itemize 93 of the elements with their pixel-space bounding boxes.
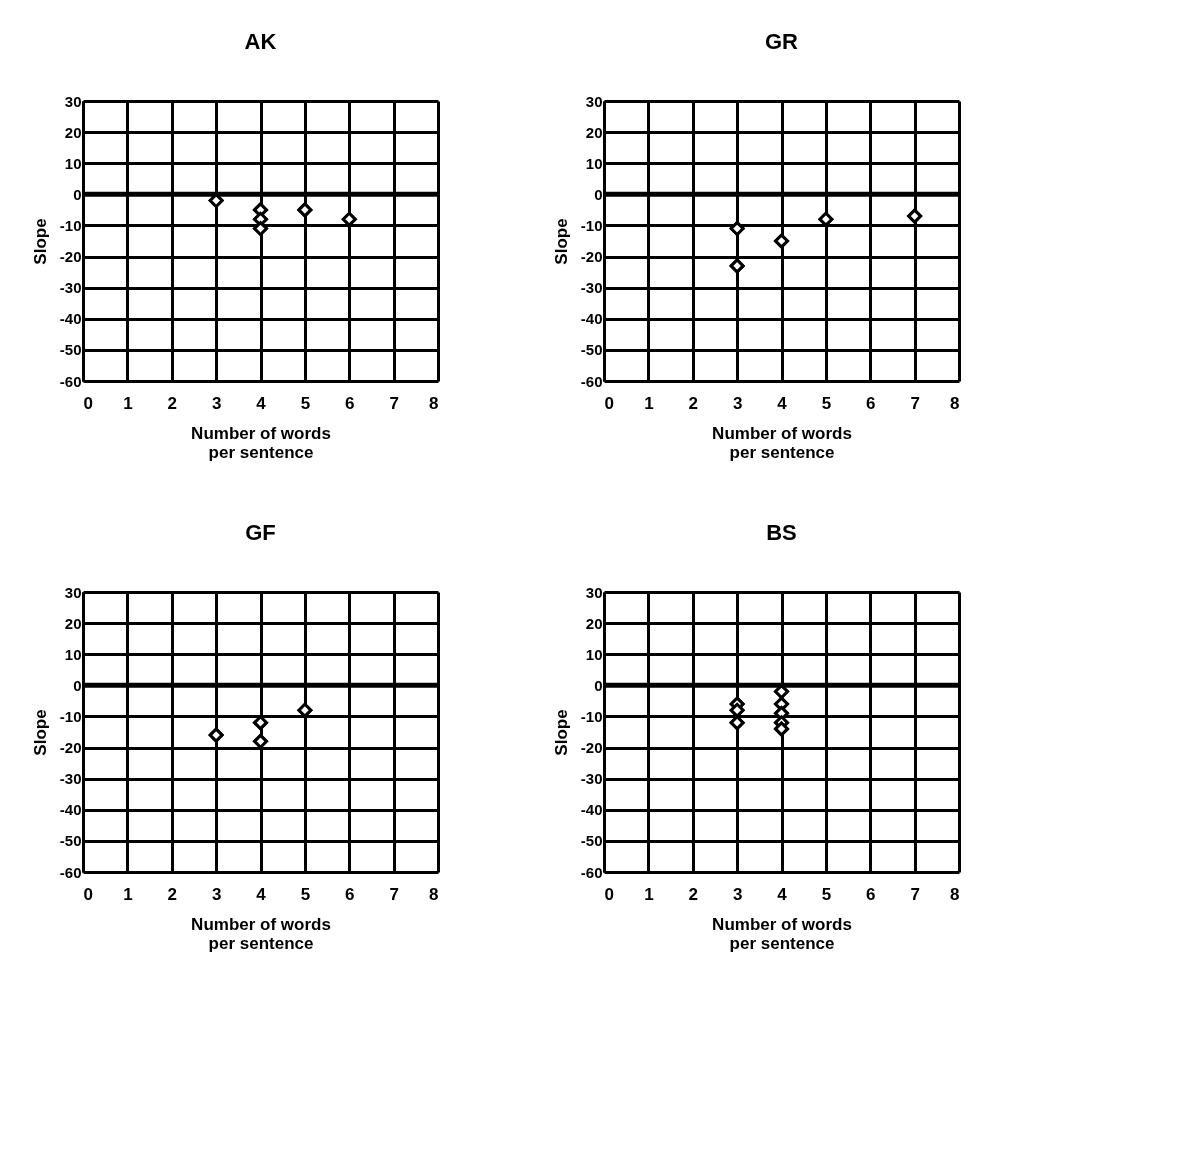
y-tick-label: 30 [64,583,82,601]
x-tick-label: 4 [256,884,267,904]
x-tick-label: 8 [429,393,439,413]
x-tick-label: 1 [123,884,133,904]
y-tick-label: -60 [59,372,82,390]
x-tick-label: 2 [688,884,698,904]
y-tick-label: -30 [59,770,82,788]
y-tick-label: -10 [59,707,82,725]
y-tick-label: -50 [59,341,82,359]
x-tick-label: 1 [644,393,654,413]
point [208,727,224,743]
point [253,733,268,749]
y-tick-label: 30 [585,583,603,601]
point [774,721,789,737]
x-tick-label: 7 [910,884,920,904]
x-tick-label: 6 [866,884,876,904]
y-tick-label: -60 [59,863,82,881]
y-tick-label: -20 [59,248,82,266]
y-axis-title: Slope [551,218,571,265]
y-tick-label: 30 [64,92,82,110]
x-tick-label: 7 [910,393,920,413]
x-axis-title: Number of words per sentence [191,423,331,462]
x-tick-label: 5 [300,393,311,413]
chart-title: BS [766,520,797,545]
point [297,202,313,218]
x-tick-label: 3 [732,884,743,904]
y-tick-label: 0 [594,185,603,203]
point [907,208,923,224]
chart-title: AK [244,29,277,54]
y-tick-label: -40 [580,801,603,819]
x-tick-label: 8 [429,884,439,904]
y-tick-label: -50 [580,341,603,359]
x-tick-label: 3 [732,393,743,413]
x-tick-label: 7 [389,884,399,904]
point [729,221,745,236]
y-tick-label: 0 [594,676,603,694]
x-tick-label: 7 [389,393,399,413]
x-axis-title: Number of words per sentence [712,914,852,953]
y-tick-label: -40 [59,310,82,328]
x-tick-label: 4 [256,393,267,413]
x-tick-label: 6 [345,884,355,904]
chart-title: GF [245,520,276,545]
y-tick-label: -20 [580,739,603,757]
x-axis-title: Number of words per sentence [191,914,331,953]
y-tick-label: -20 [580,248,603,266]
x-tick-label: 3 [211,393,222,413]
y-tick-label: -30 [59,279,82,297]
y-tick-label: 0 [73,676,82,694]
x-axis-title: Number of words per sentence [712,423,852,462]
y-axis-title: Slope [551,709,571,756]
chart-title: GR [765,29,799,54]
y-tick-label: 20 [64,123,82,141]
y-tick-label: -40 [580,310,603,328]
y-tick-label: -20 [59,739,82,757]
x-tick-label: 6 [345,393,355,413]
y-tick-label: 30 [585,92,603,110]
y-tick-label: -30 [580,770,603,788]
y-tick-label: 20 [585,614,603,632]
y-tick-label: -60 [580,372,603,390]
x-tick-label: 2 [167,884,177,904]
x-tick-label: 6 [866,393,876,413]
y-tick-label: -60 [580,863,603,881]
point [729,258,745,274]
x-tick-label: 8 [950,884,960,904]
x-tick-label: 8 [950,393,960,413]
x-tick-label: 5 [300,884,311,904]
y-axis-title: Slope [30,218,50,265]
y-tick-label: 10 [64,645,82,663]
y-tick-label: -40 [59,801,82,819]
y-tick-label: 0 [73,185,82,203]
y-tick-label: 10 [585,645,603,663]
y-tick-label: 10 [585,154,603,172]
y-tick-label: -50 [580,832,603,850]
point [774,233,789,249]
y-tick-label: 20 [64,614,82,632]
y-tick-label: 10 [64,154,82,172]
y-tick-label: -30 [580,279,603,297]
x-tick-label: 2 [167,393,177,413]
x-tick-label: 2 [688,393,698,413]
y-tick-label: -10 [59,216,82,234]
x-tick-label: 5 [821,884,832,904]
y-tick-label: -50 [59,832,82,850]
x-tick-label: 4 [777,393,788,413]
x-tick-label: 4 [777,884,788,904]
x-tick-label: 5 [821,393,832,413]
x-tick-label: 3 [211,884,222,904]
x-tick-label: 1 [123,393,133,413]
point [253,221,268,236]
x-tick-label: 1 [644,884,654,904]
y-axis-title: Slope [30,709,50,756]
y-tick-label: 20 [585,123,603,141]
y-tick-label: -10 [580,707,603,725]
y-tick-label: -10 [580,216,603,234]
